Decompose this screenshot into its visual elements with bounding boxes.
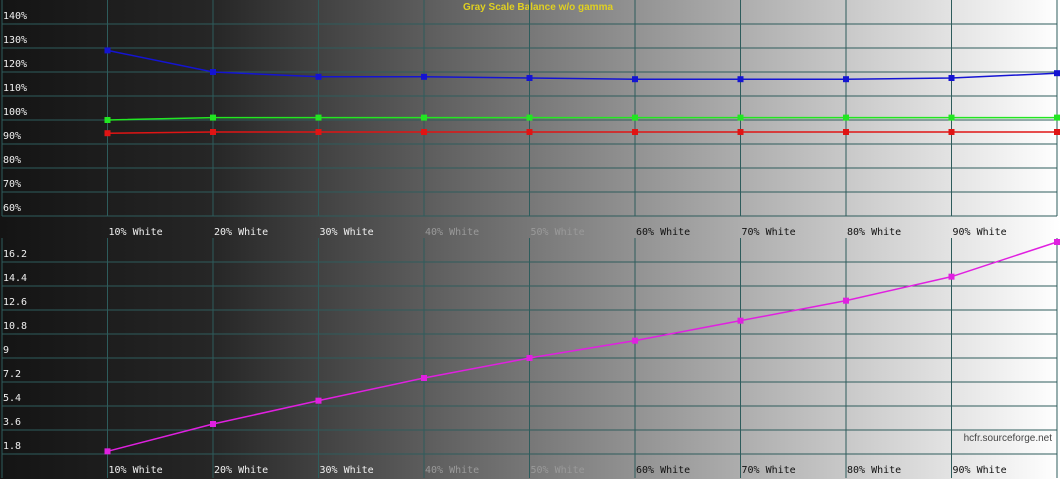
data-point (632, 337, 638, 344)
data-point (210, 421, 216, 427)
data-point (526, 75, 533, 81)
x-tick-label: 50% White (531, 227, 585, 238)
data-point (632, 76, 638, 83)
data-point (737, 129, 744, 135)
x-tick-label: 80% White (847, 227, 901, 238)
data-point (104, 448, 111, 455)
data-point (104, 117, 111, 123)
y-tick-label: 5.4 (3, 393, 21, 404)
x-tick-label: 10% White (109, 465, 163, 476)
data-point (632, 114, 638, 121)
x-tick-label: 10% White (109, 227, 163, 238)
x-tick-label: 30% White (320, 465, 374, 476)
data-point (1054, 129, 1060, 135)
x-tick-label: 70% White (742, 227, 796, 238)
data-point (843, 297, 849, 304)
data-point (1054, 70, 1060, 77)
data-point (843, 76, 849, 83)
data-point (421, 114, 427, 121)
data-point (948, 75, 955, 81)
data-point (843, 114, 849, 121)
y-tick-label: 100% (3, 107, 27, 118)
data-point (948, 129, 955, 135)
data-point (948, 114, 955, 121)
y-tick-label: 80% (3, 155, 21, 166)
data-point (421, 129, 427, 135)
data-point (210, 129, 216, 135)
series-line (107, 116, 1057, 121)
data-point (526, 114, 533, 121)
data-point (737, 317, 744, 324)
x-tick-label: 90% White (953, 227, 1007, 238)
x-tick-label: 30% White (320, 227, 374, 238)
chart-title: Gray Scale Balance w/o gamma (463, 2, 614, 13)
data-point (104, 47, 111, 54)
x-tick-label: 80% White (847, 465, 901, 476)
y-tick-label: 130% (3, 35, 27, 46)
y-tick-label: 12.6 (3, 297, 27, 308)
data-point (632, 129, 638, 135)
x-tick-label: 60% White (636, 465, 690, 476)
y-tick-label: 3.6 (3, 417, 21, 428)
data-point (737, 76, 744, 83)
data-point (104, 130, 111, 137)
y-tick-label: 10.8 (3, 321, 27, 332)
data-point (315, 114, 322, 121)
data-point (210, 69, 216, 75)
x-tick-label: 70% White (742, 465, 796, 476)
x-tick-label: 40% White (425, 227, 479, 238)
data-point (526, 355, 533, 361)
data-point (315, 129, 322, 135)
series-line (107, 131, 1057, 134)
data-point (526, 129, 533, 135)
y-tick-label: 110% (3, 83, 27, 94)
data-point (421, 73, 427, 80)
y-tick-label: 60% (3, 203, 21, 214)
x-tick-label: 20% White (214, 465, 268, 476)
watermark: hcfr.sourceforge.net (964, 433, 1053, 444)
y-tick-label: 14.4 (3, 273, 27, 284)
x-tick-label: 50% White (531, 465, 585, 476)
data-point (1054, 114, 1060, 121)
data-point (315, 73, 322, 80)
series-line (107, 241, 1058, 453)
x-tick-label: 20% White (214, 227, 268, 238)
data-point (315, 397, 322, 404)
y-tick-label: 120% (3, 59, 27, 70)
data-point (737, 114, 744, 121)
data-point (1054, 239, 1060, 245)
y-tick-label: 70% (3, 179, 21, 190)
y-tick-label: 7.2 (3, 369, 21, 380)
y-tick-label: 16.2 (3, 249, 27, 260)
x-tick-label: 90% White (953, 465, 1007, 476)
y-tick-label: 9 (3, 345, 9, 356)
x-tick-label: 60% White (636, 227, 690, 238)
data-point (421, 375, 427, 381)
data-point (210, 114, 216, 121)
y-tick-label: 1.8 (3, 441, 21, 452)
data-point (948, 273, 955, 280)
x-tick-label: 40% White (425, 465, 479, 476)
y-tick-label: 140% (3, 11, 27, 22)
series-line (107, 49, 1058, 80)
data-point (843, 129, 849, 135)
y-tick-label: 90% (3, 131, 21, 142)
